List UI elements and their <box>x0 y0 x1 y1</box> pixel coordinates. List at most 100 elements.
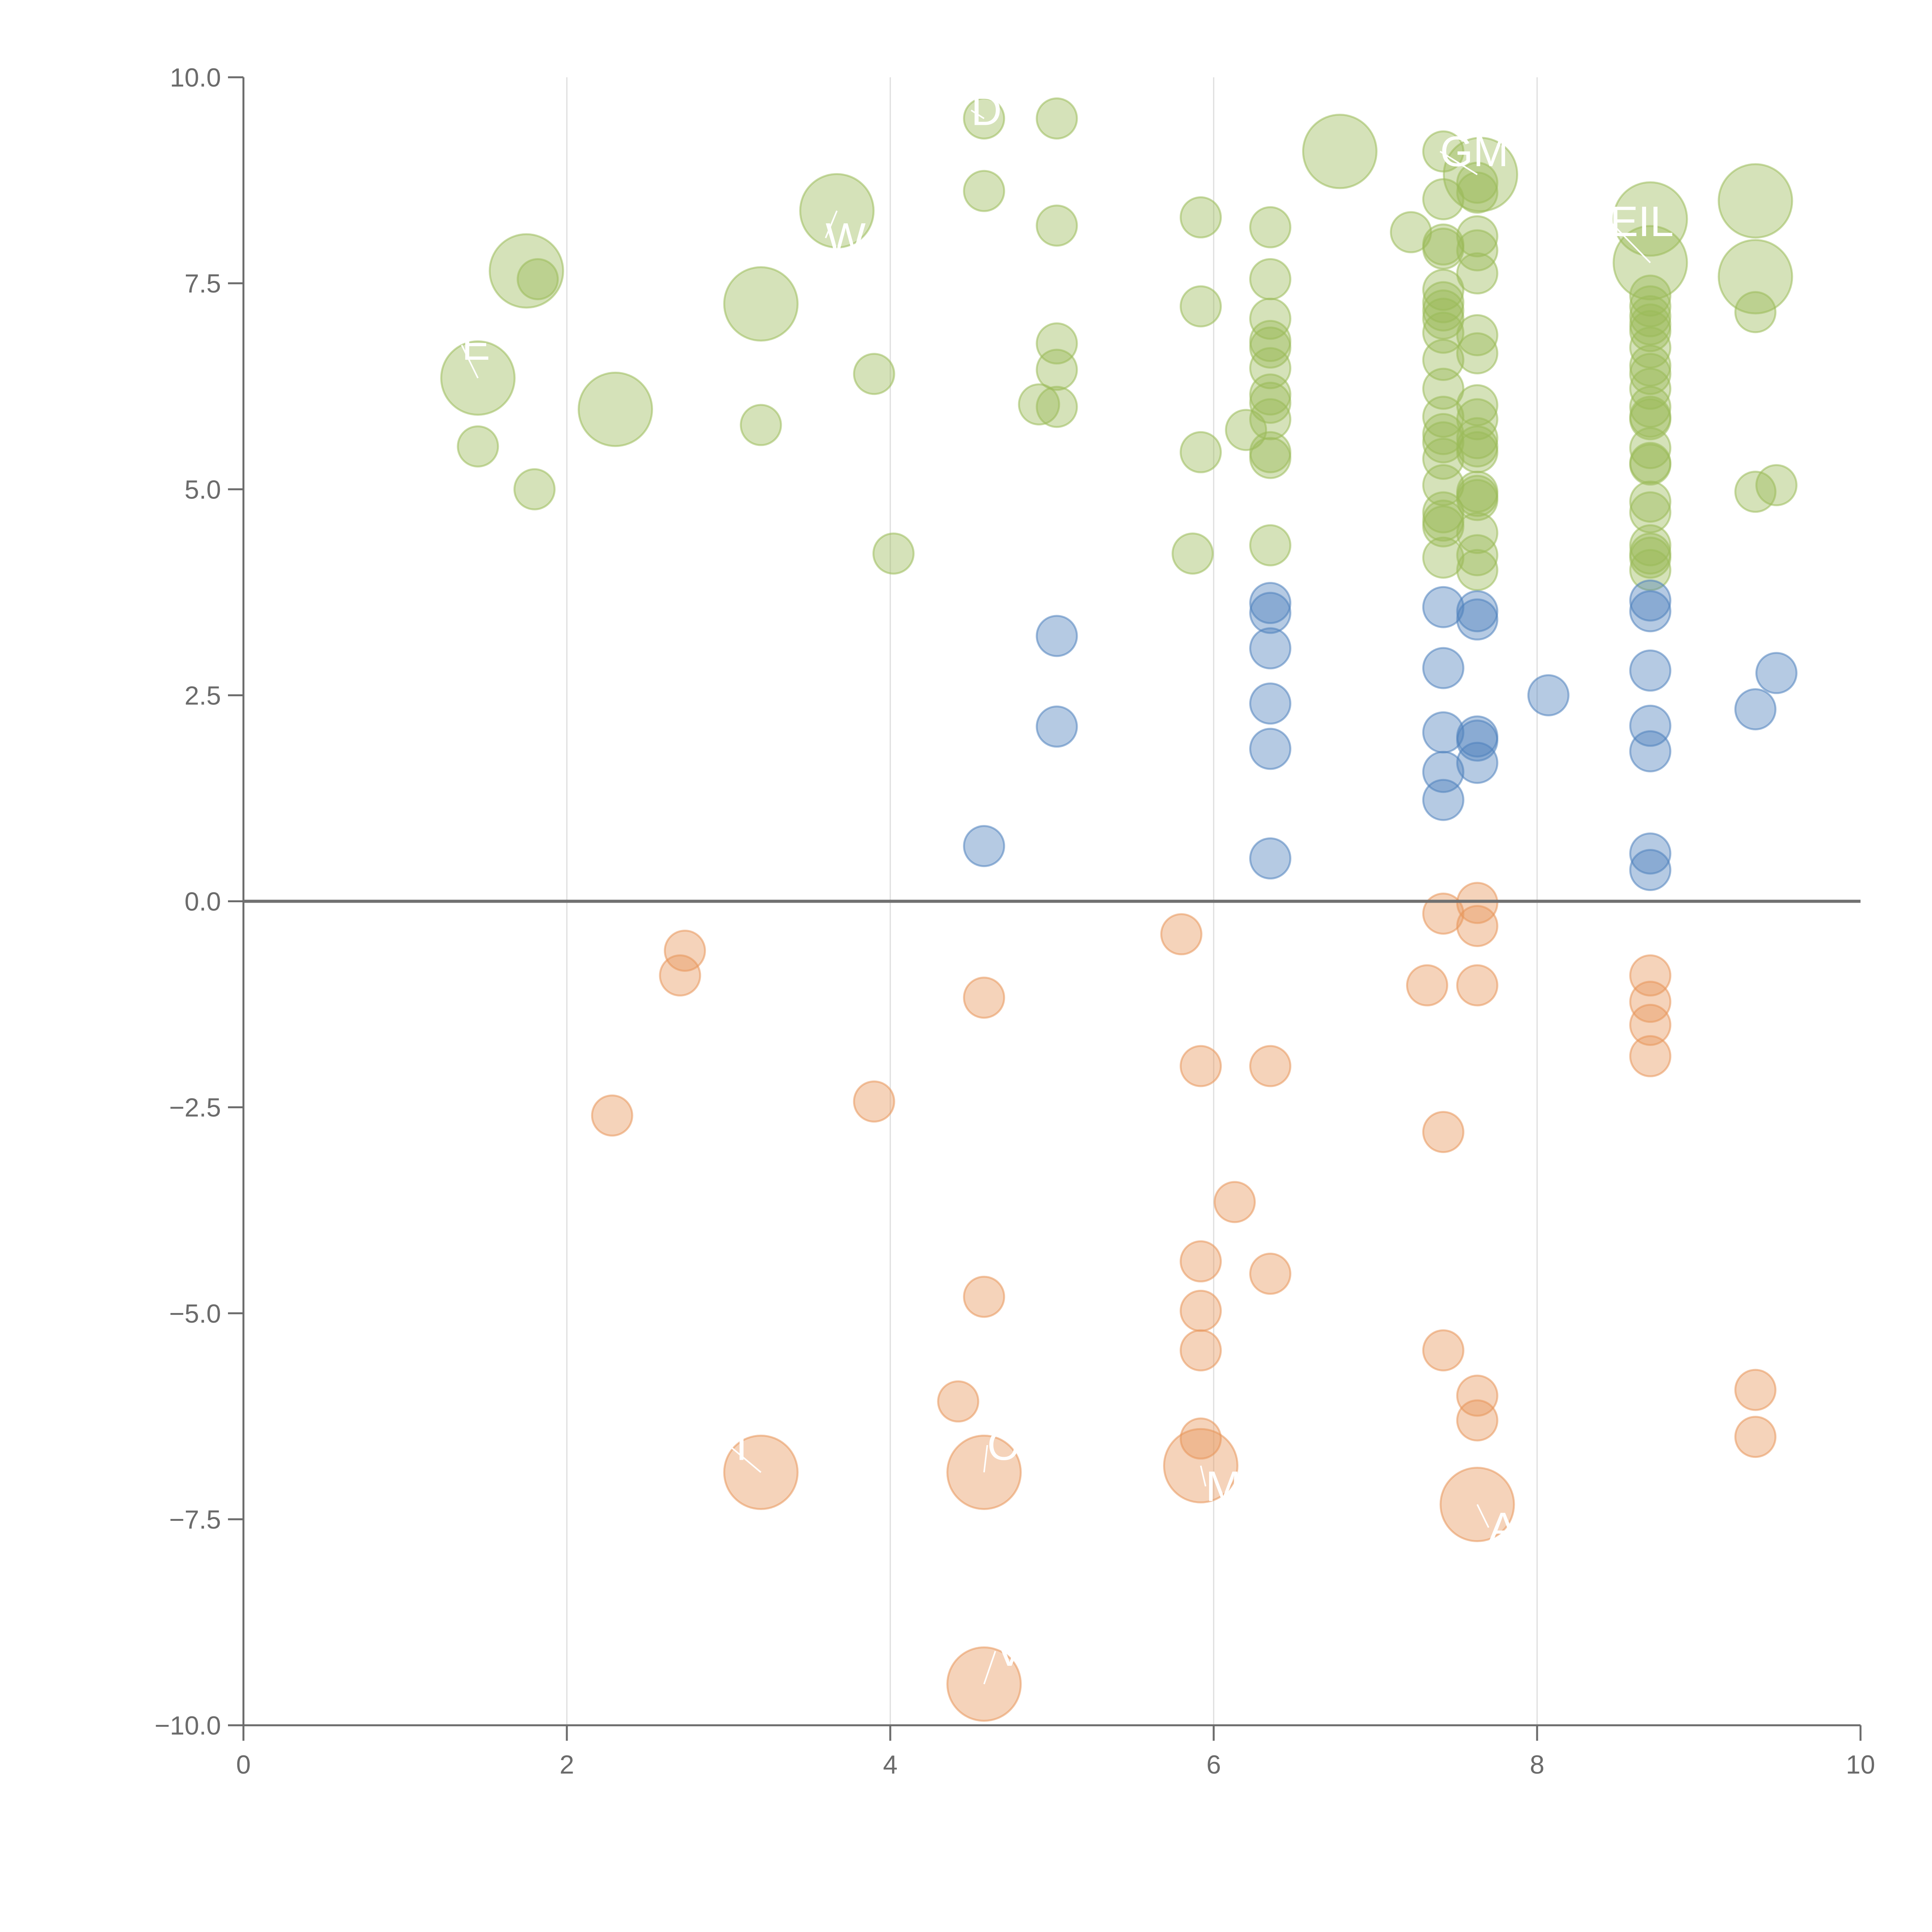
annotation-leader <box>983 1445 988 1473</box>
bubble-low <box>1249 837 1291 880</box>
label-layer: D GM EIL W E T O M A V <box>461 87 1673 1685</box>
y-tick-label: −7.5 <box>169 1505 221 1534</box>
bubble-high <box>1629 536 1672 579</box>
bubble-high <box>457 425 499 468</box>
bubble-high <box>1629 427 1672 469</box>
bubble-high <box>1629 549 1672 591</box>
bubble-negative <box>963 976 1005 1019</box>
bubble-high <box>1456 384 1498 427</box>
bubble-high <box>1629 353 1672 395</box>
bubble-negative <box>1406 964 1448 1007</box>
bubble-high <box>1422 437 1464 480</box>
bubble-high <box>1629 398 1672 440</box>
y-tick-label: −2.5 <box>169 1093 221 1122</box>
bubble-low <box>1422 779 1464 821</box>
bubble-high <box>1456 479 1498 521</box>
y-tick-label: 5.0 <box>184 475 221 504</box>
bubble-high <box>1249 258 1291 300</box>
bubble-low <box>1036 705 1078 748</box>
bubble-low <box>1629 590 1672 633</box>
bubble-low <box>1527 674 1570 716</box>
y-tick-label: −5.0 <box>169 1299 221 1328</box>
bubble-negative <box>1180 1240 1222 1282</box>
bubble-negative <box>1180 1329 1222 1372</box>
annotation-leader <box>983 1651 996 1685</box>
bubble-high <box>1456 314 1498 356</box>
bubble-high <box>1036 322 1078 365</box>
x-tick-label: 2 <box>560 1750 574 1779</box>
bubble-low <box>1422 586 1464 628</box>
bubble-high <box>1718 239 1793 315</box>
bubble-negative <box>1249 1252 1291 1295</box>
bubble-high <box>1456 162 1498 204</box>
annotation-leader <box>971 109 985 119</box>
y-tick-label: −10.0 <box>155 1711 221 1740</box>
bubble-high <box>1249 347 1291 389</box>
bubble-high <box>1422 228 1464 270</box>
bubble-negative <box>591 1094 633 1137</box>
bubble-high <box>1629 310 1672 352</box>
y-tick-label: 0.0 <box>184 887 221 917</box>
bubble-low <box>1629 579 1672 622</box>
bubble-negative <box>1734 1416 1777 1458</box>
bubble-negative <box>1249 1045 1291 1087</box>
bubble-high <box>1422 421 1464 464</box>
annotation-leader <box>1609 221 1651 264</box>
bubble-low <box>1456 719 1498 762</box>
y-tick-label: 2.5 <box>184 681 221 710</box>
annotation-label: EIL <box>1610 198 1673 245</box>
bubble-high <box>1225 409 1267 451</box>
bubble-high <box>872 532 915 575</box>
bubble-high <box>1249 298 1291 340</box>
bubble-high <box>1036 204 1078 247</box>
x-tick-label: 4 <box>883 1750 898 1779</box>
annotation-leader <box>825 210 838 238</box>
bubble-high <box>1172 532 1214 575</box>
bubble-low <box>1629 649 1672 692</box>
bubble-negative <box>937 1380 980 1423</box>
bubble-negative <box>1629 1035 1672 1077</box>
bubble-low <box>1036 615 1078 657</box>
annotation-label: GM <box>1440 128 1509 175</box>
bubble-high <box>1612 181 1688 257</box>
annotation-label: A <box>1488 1504 1517 1551</box>
bubble-low <box>1755 652 1798 694</box>
bubble-high <box>1180 285 1222 328</box>
bubble-high <box>1456 215 1498 258</box>
bubble-low <box>1249 682 1291 725</box>
bubble-high <box>1249 206 1291 248</box>
bubble-high <box>1629 386 1672 428</box>
bubble-high <box>1629 326 1672 369</box>
bubble-negative <box>853 1080 895 1123</box>
bubble-negative <box>1180 1417 1222 1460</box>
axis-layer: 10.0 7.5 5.0 2.5 0.0 −2.5 −5.0 −7.5 −10.0 0 2 4 6 8 10 <box>155 63 1875 1779</box>
annotation-leader <box>1476 1504 1490 1528</box>
y-tick-label: 7.5 <box>184 269 221 298</box>
y-tick-label: 10.0 <box>170 63 221 92</box>
x-tick-label: 10 <box>1846 1750 1875 1779</box>
bubble-negative <box>1629 954 1672 997</box>
bubble-negative <box>1180 1289 1222 1332</box>
bubble-high <box>1422 130 1464 173</box>
annotation-leader <box>1439 151 1478 175</box>
bubble-high <box>517 258 559 300</box>
bubble-negative <box>1213 1181 1256 1223</box>
bubble-high <box>1422 505 1464 548</box>
bubble-high <box>1422 338 1464 381</box>
annotation-leader <box>1200 1465 1207 1487</box>
bubble-negative <box>1629 981 1672 1023</box>
bubble-negative <box>1422 1329 1464 1372</box>
bubble-low <box>1456 742 1498 784</box>
bubble-low <box>1249 592 1291 634</box>
bubble-high <box>1180 431 1222 473</box>
bubble-low <box>1249 582 1291 624</box>
bubble-high <box>1036 349 1078 391</box>
bubble-negative <box>1734 1369 1777 1411</box>
bubble-high <box>740 404 782 446</box>
bubble-high <box>1629 443 1672 486</box>
bubble-high <box>853 353 895 395</box>
bubble-high <box>1249 381 1291 424</box>
bubble-high <box>1456 332 1498 374</box>
